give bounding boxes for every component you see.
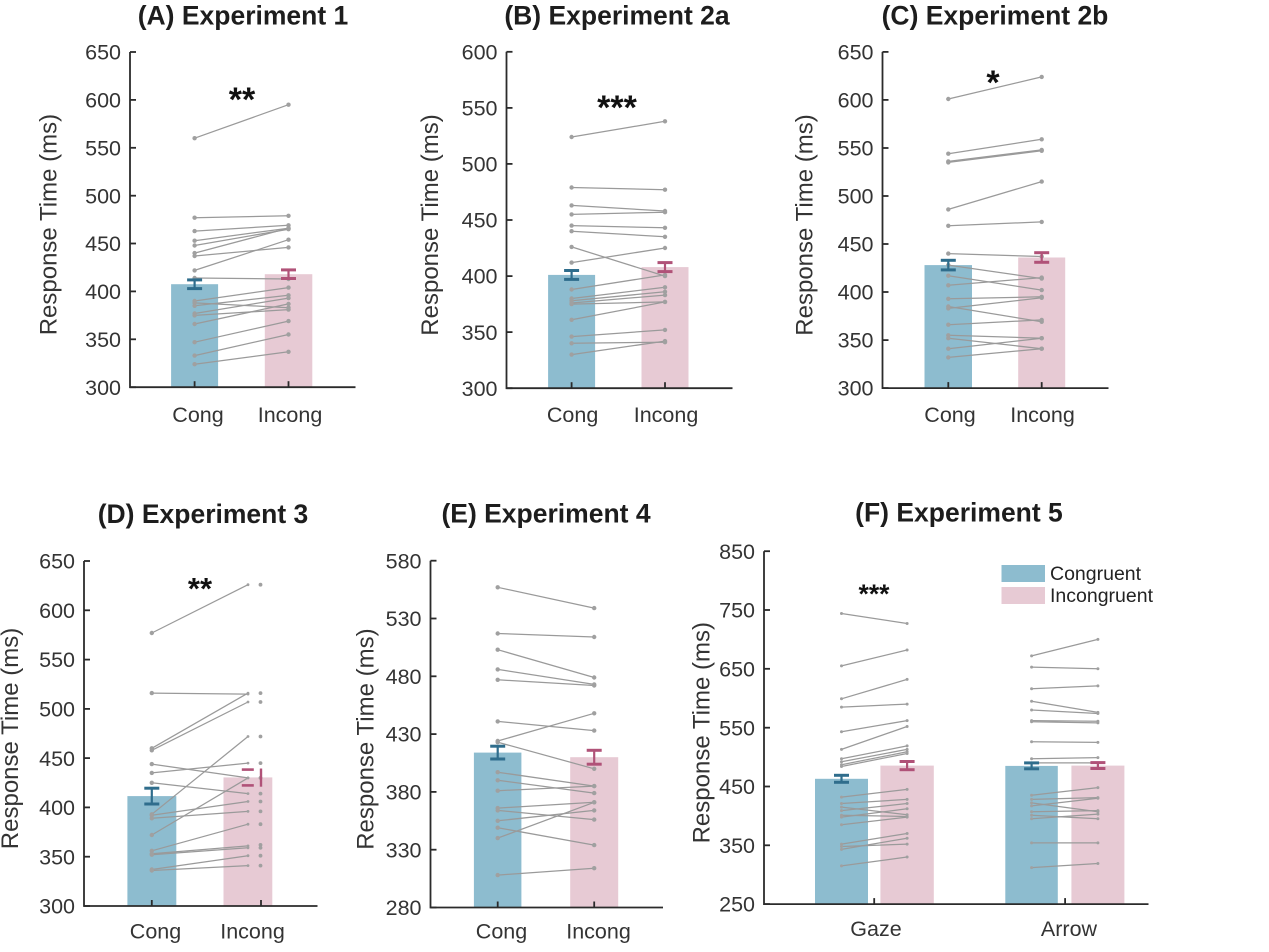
svg-text:Cong: Cong [476, 920, 527, 944]
svg-text:530: 530 [386, 607, 422, 631]
svg-text:(A) Experiment 1: (A) Experiment 1 [138, 0, 349, 30]
svg-text:430: 430 [386, 723, 422, 747]
svg-text:Response Time (ms): Response Time (ms) [353, 628, 380, 849]
svg-text:550: 550 [719, 716, 755, 740]
svg-text:Cong: Cong [547, 403, 598, 427]
svg-text:450: 450 [719, 775, 755, 799]
svg-text:250: 250 [719, 893, 755, 917]
svg-text:600: 600 [39, 599, 75, 623]
svg-text:(E) Experiment 4: (E) Experiment 4 [441, 499, 650, 529]
svg-text:750: 750 [719, 599, 755, 623]
svg-text:500: 500 [85, 184, 121, 208]
svg-text:600: 600 [85, 89, 121, 113]
svg-text:550: 550 [462, 97, 498, 121]
svg-text:450: 450 [39, 747, 75, 771]
svg-text:550: 550 [39, 648, 75, 672]
svg-text:Response Time (ms): Response Time (ms) [417, 114, 444, 335]
svg-text:500: 500 [838, 185, 874, 209]
svg-text:(F) Experiment 5: (F) Experiment 5 [855, 498, 1063, 528]
svg-text:850: 850 [719, 540, 755, 564]
svg-text:300: 300 [39, 895, 75, 919]
svg-text:Incongruent: Incongruent [1050, 585, 1154, 607]
svg-text:450: 450 [838, 233, 874, 257]
svg-text:(B) Experiment 2a: (B) Experiment 2a [504, 0, 730, 30]
svg-text:Arrow: Arrow [1041, 917, 1098, 941]
svg-text:400: 400 [838, 281, 874, 305]
svg-text:300: 300 [838, 377, 874, 401]
svg-text:300: 300 [85, 376, 121, 400]
svg-text:400: 400 [39, 796, 75, 820]
svg-text:650: 650 [85, 41, 121, 65]
svg-text:350: 350 [462, 321, 498, 345]
svg-text:***: *** [597, 89, 637, 127]
svg-text:Incong: Incong [258, 403, 323, 427]
svg-text:450: 450 [85, 232, 121, 256]
svg-text:**: ** [229, 81, 256, 119]
svg-text:Cong: Cong [172, 403, 223, 427]
svg-text:Gaze: Gaze [850, 917, 901, 941]
svg-text:580: 580 [386, 549, 422, 573]
svg-text:400: 400 [462, 265, 498, 289]
svg-text:Incong: Incong [1010, 403, 1075, 427]
svg-text:500: 500 [462, 153, 498, 177]
svg-text:650: 650 [838, 41, 874, 65]
svg-text:650: 650 [719, 658, 755, 682]
svg-text:(C) Experiment 2b: (C) Experiment 2b [882, 0, 1109, 30]
svg-text:650: 650 [39, 550, 75, 574]
svg-text:Congruent: Congruent [1050, 563, 1142, 585]
svg-text:380: 380 [386, 781, 422, 805]
svg-text:(D) Experiment 3: (D) Experiment 3 [98, 499, 309, 529]
svg-text:***: *** [859, 579, 891, 609]
svg-text:Cong: Cong [924, 403, 975, 427]
svg-text:600: 600 [838, 89, 874, 113]
svg-text:280: 280 [386, 896, 422, 920]
svg-text:300: 300 [462, 377, 498, 401]
svg-text:350: 350 [719, 834, 755, 858]
svg-text:Incong: Incong [220, 920, 285, 944]
svg-text:450: 450 [462, 209, 498, 233]
svg-text:480: 480 [386, 665, 422, 689]
svg-text:Response Time (ms): Response Time (ms) [0, 628, 24, 849]
svg-text:400: 400 [85, 280, 121, 304]
svg-text:350: 350 [39, 845, 75, 869]
svg-text:330: 330 [386, 838, 422, 862]
svg-text:Response Time (ms): Response Time (ms) [36, 114, 63, 335]
svg-text:**: ** [188, 571, 213, 606]
svg-text:*: * [986, 64, 1000, 102]
svg-text:550: 550 [85, 136, 121, 160]
svg-text:Incong: Incong [634, 403, 699, 427]
svg-text:Response Time (ms): Response Time (ms) [792, 114, 819, 335]
svg-text:Cong: Cong [130, 920, 181, 944]
svg-text:600: 600 [462, 40, 498, 64]
svg-text:350: 350 [838, 329, 874, 353]
svg-text:500: 500 [39, 698, 75, 722]
svg-text:Response Time (ms): Response Time (ms) [689, 622, 716, 843]
svg-text:550: 550 [838, 137, 874, 161]
svg-text:350: 350 [85, 328, 121, 352]
svg-text:Incong: Incong [566, 920, 631, 944]
